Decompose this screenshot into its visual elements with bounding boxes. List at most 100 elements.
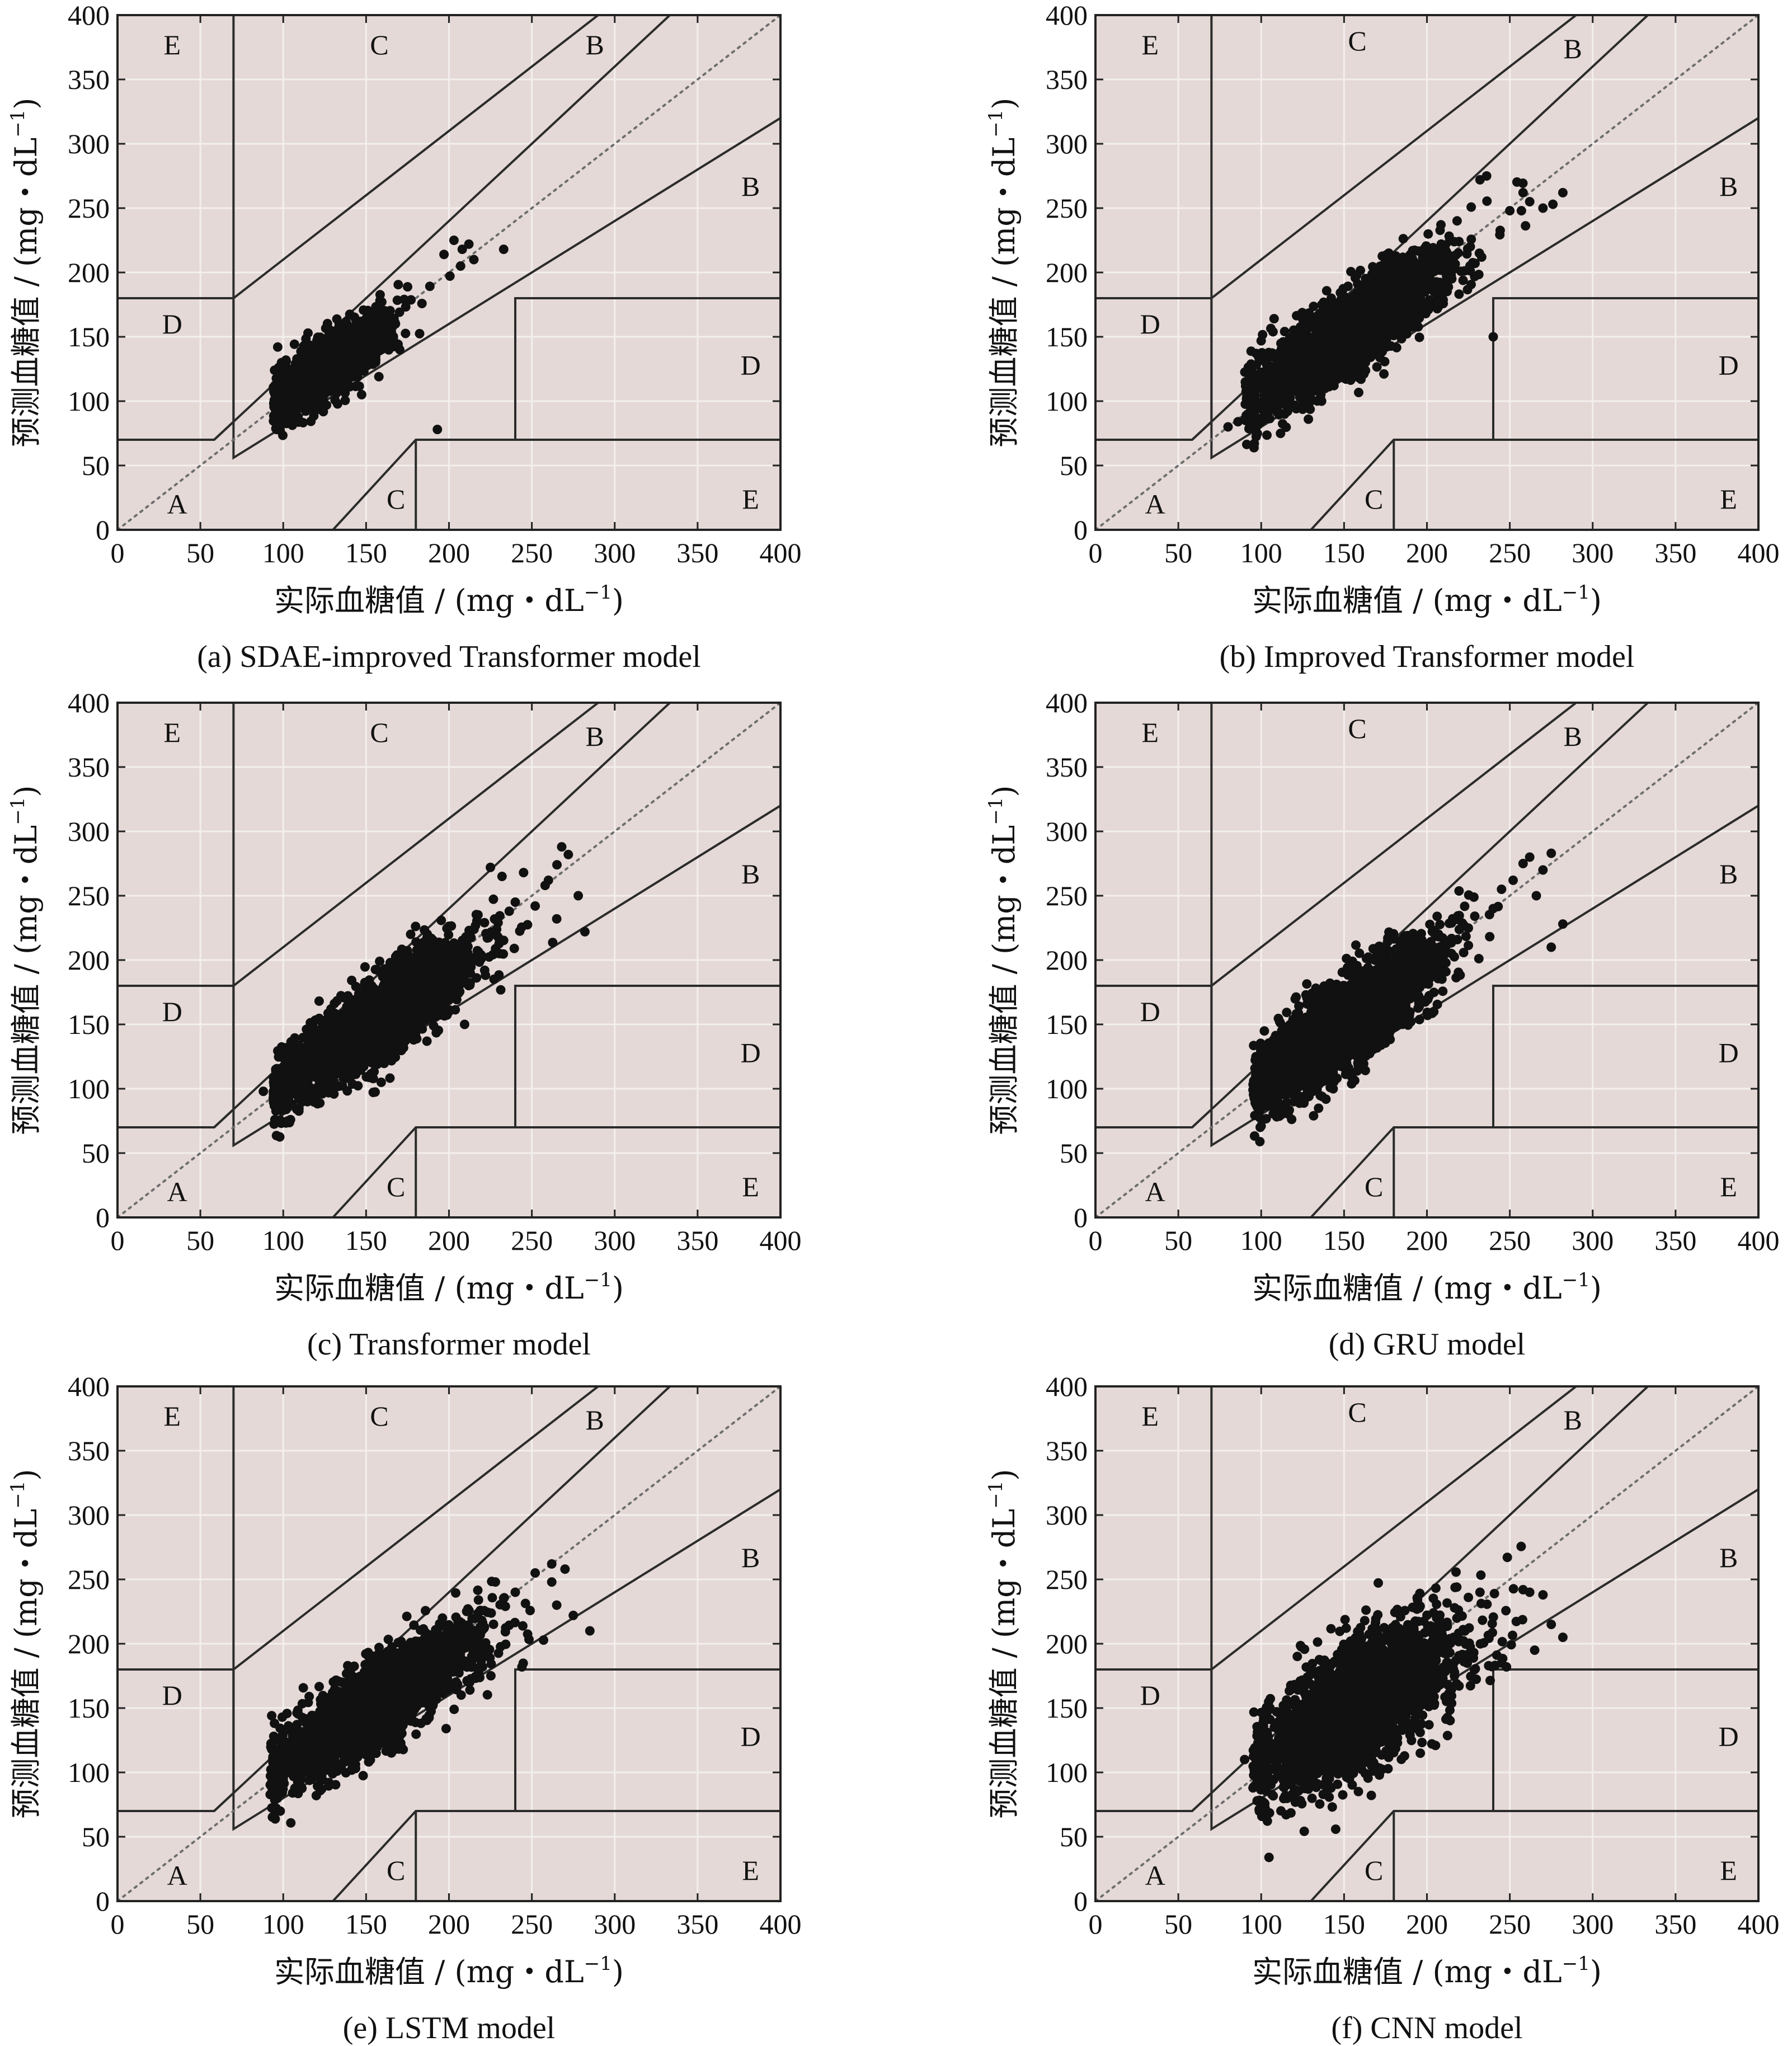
data-point	[552, 860, 562, 870]
data-point	[1462, 285, 1473, 295]
data-point	[1272, 407, 1282, 417]
data-point	[357, 323, 367, 333]
data-point	[323, 379, 333, 389]
data-point	[1548, 199, 1558, 209]
data-point	[1292, 348, 1302, 358]
data-point	[406, 295, 416, 305]
data-point	[324, 325, 335, 335]
data-point	[374, 371, 384, 382]
data-point	[278, 430, 288, 440]
data-point	[1371, 349, 1380, 359]
data-point	[1434, 277, 1445, 288]
data-point	[1243, 396, 1253, 406]
data-point	[1331, 318, 1341, 328]
data-point	[1383, 275, 1393, 285]
zone-boundary	[213, 15, 671, 441]
zone-label: D	[1140, 308, 1160, 340]
data-point	[1291, 340, 1301, 350]
data-point	[1381, 321, 1391, 331]
zone-boundary	[1211, 15, 1577, 299]
data-point	[1319, 338, 1329, 348]
data-point	[415, 328, 425, 338]
data-point	[365, 326, 375, 336]
x-tick-label: 200	[428, 537, 470, 568]
data-point	[1285, 398, 1295, 408]
data-point	[1441, 264, 1451, 274]
data-point	[1482, 196, 1492, 206]
data-point	[1392, 275, 1402, 285]
y-tick-label: 200	[1046, 257, 1088, 288]
zone-boundary	[232, 805, 780, 1147]
data-point	[1481, 171, 1492, 181]
data-point	[298, 355, 308, 365]
x-tick-label: 100	[1240, 537, 1282, 568]
data-point	[270, 365, 280, 375]
x-tick-label: 0	[111, 537, 125, 568]
data-point	[457, 244, 467, 255]
data-point	[1351, 272, 1361, 281]
data-point	[354, 381, 364, 391]
data-point	[1241, 439, 1252, 449]
data-point	[1301, 341, 1311, 351]
y-tick-label: 400	[68, 0, 110, 31]
data-point	[1320, 375, 1330, 385]
zone-boundary	[233, 15, 599, 299]
data-point	[1433, 297, 1442, 306]
data-point	[1304, 414, 1314, 424]
zone-label: E	[1141, 29, 1159, 60]
data-point	[1474, 270, 1484, 280]
data-point	[288, 420, 297, 430]
data-point	[1416, 307, 1426, 317]
zone-label: B	[586, 29, 604, 60]
data-point	[1309, 302, 1319, 312]
y-tick-label: 150	[68, 321, 110, 352]
data-point	[1339, 350, 1349, 360]
y-tick-label: 400	[1046, 0, 1088, 31]
data-point	[340, 396, 350, 406]
data-point	[498, 244, 509, 255]
x-tick-label: 300	[1572, 537, 1614, 568]
data-point	[1251, 431, 1261, 441]
y-tick-label: 50	[82, 450, 110, 481]
data-point	[331, 344, 341, 354]
data-point	[1341, 324, 1351, 334]
data-point	[1456, 266, 1466, 276]
data-point	[1297, 308, 1307, 318]
data-point	[1458, 275, 1468, 285]
data-point	[289, 408, 298, 418]
data-point	[1415, 269, 1426, 278]
data-point	[319, 364, 330, 373]
y-tick-label: 350	[1046, 64, 1088, 95]
y-tick-label: 300	[1046, 128, 1088, 159]
data-point	[1338, 284, 1348, 294]
data-point	[280, 377, 290, 387]
zone-label: B	[741, 171, 760, 202]
data-point	[1452, 216, 1462, 226]
data-point	[439, 250, 449, 260]
data-point	[1337, 293, 1347, 303]
data-point	[496, 985, 506, 995]
data-point	[1408, 271, 1418, 281]
data-point	[1313, 371, 1323, 382]
panel-caption: (a) SDAE-improved Transformer model	[197, 639, 701, 674]
data-point	[281, 355, 291, 365]
data-point	[1442, 249, 1452, 259]
data-point	[1367, 313, 1377, 323]
data-point	[417, 299, 427, 308]
zone-label: B	[1564, 33, 1582, 64]
data-point	[1353, 359, 1363, 369]
data-point	[1262, 430, 1272, 440]
data-point	[293, 388, 303, 398]
data-point	[316, 386, 326, 396]
data-point	[1387, 252, 1398, 262]
data-points	[269, 236, 509, 440]
data-point	[1396, 333, 1407, 344]
data-point	[406, 929, 416, 939]
data-point	[472, 946, 482, 956]
data-point	[1423, 229, 1433, 239]
data-point	[1304, 394, 1314, 403]
data-point	[1275, 350, 1285, 360]
data-points	[1223, 171, 1568, 453]
